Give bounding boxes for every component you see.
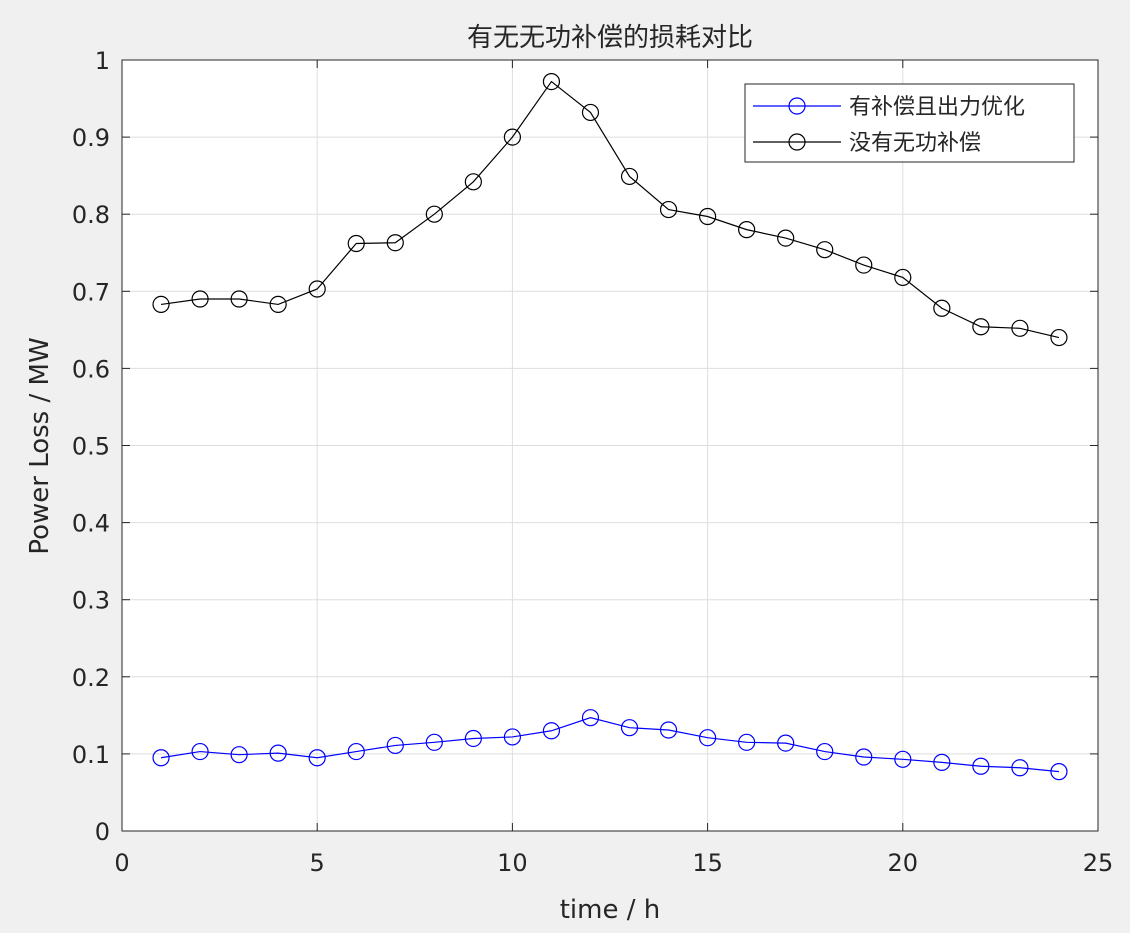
- data-point: [620, 719, 639, 737]
- data-point: [503, 728, 522, 746]
- legend-label: 没有无功补偿: [849, 131, 981, 156]
- data-point: [933, 299, 951, 317]
- y-axis-label: Power Loss / MW: [25, 337, 55, 554]
- data-point: [230, 290, 248, 308]
- x-tick-label: 25: [1083, 849, 1114, 877]
- x-tick-label: 10: [497, 849, 528, 877]
- y-tick-label: 0.8: [72, 201, 110, 229]
- y-tick-label: 0.1: [72, 741, 110, 769]
- data-point: [1050, 328, 1068, 347]
- data-point: [1011, 759, 1029, 777]
- data-point: [816, 742, 834, 761]
- data-point: [308, 749, 326, 767]
- data-point: [777, 734, 795, 752]
- data-point: [738, 221, 756, 239]
- series-2: [152, 72, 1068, 347]
- data-point: [581, 709, 600, 727]
- data-point: [386, 234, 404, 252]
- data-point: [738, 733, 756, 751]
- data-point: [855, 256, 873, 274]
- legend-marker: [788, 97, 806, 115]
- data-point: [659, 200, 678, 219]
- data-point: [425, 733, 443, 751]
- data-point: [542, 72, 561, 91]
- data-point: [308, 280, 326, 298]
- data-point: [620, 167, 639, 186]
- data-point: [698, 207, 717, 226]
- chart-title: 有无无功补偿的损耗对比: [467, 23, 753, 53]
- y-tick-label: 0.7: [72, 278, 110, 306]
- series-1: [152, 709, 1068, 781]
- data-point: [191, 742, 209, 761]
- y-tick-label: 0.6: [72, 355, 110, 383]
- y-tick-label: 0.2: [72, 664, 110, 692]
- data-point: [698, 729, 717, 747]
- legend-label: 有补偿且出力优化: [849, 95, 1025, 120]
- y-tick-label: 0.5: [72, 433, 110, 461]
- data-point: [894, 750, 912, 768]
- x-tick-label: 15: [692, 849, 723, 877]
- series-line: [160, 717, 1060, 773]
- x-axis-label: time / h: [560, 895, 661, 925]
- data-point: [347, 234, 365, 253]
- y-tick-label: 0.3: [72, 587, 110, 615]
- legend-item: 有补偿且出力优化: [753, 95, 1025, 120]
- y-axis-ticks: 0 0.1 0.2 0.3 0.4 0.5 0.6 0.7 0.8 0.9 1: [72, 47, 1098, 846]
- data-point: [542, 722, 561, 740]
- data-point: [972, 318, 990, 336]
- data-point: [933, 753, 951, 771]
- data-point: [425, 205, 443, 223]
- x-tick-label: 0: [114, 849, 129, 877]
- series-layer: [152, 72, 1068, 781]
- y-tick-label: 0: [95, 818, 110, 846]
- data-point: [659, 721, 678, 739]
- data-point: [855, 748, 873, 766]
- x-tick-label: 20: [888, 849, 919, 877]
- x-tick-label: 5: [310, 849, 325, 877]
- x-axis-ticks: 0 5 10 15 20 25: [114, 60, 1113, 877]
- data-point: [581, 103, 600, 122]
- data-point: [386, 736, 404, 755]
- data-point: [972, 757, 990, 775]
- data-point: [152, 749, 170, 767]
- data-point: [894, 268, 912, 287]
- y-tick-label: 0.9: [72, 124, 110, 152]
- data-point: [191, 290, 209, 308]
- y-tick-label: 0.4: [72, 510, 110, 538]
- data-point: [269, 744, 287, 762]
- legend-marker: [788, 133, 806, 151]
- data-point: [152, 295, 170, 314]
- data-point: [269, 295, 287, 314]
- data-point: [503, 128, 522, 146]
- data-point: [347, 742, 365, 761]
- data-point: [464, 173, 482, 191]
- data-point: [1050, 763, 1068, 781]
- data-point: [1011, 319, 1029, 337]
- legend-item: 没有无功补偿: [753, 131, 981, 156]
- data-point: [464, 729, 482, 748]
- data-point: [777, 229, 795, 247]
- y-tick-label: 1: [95, 47, 110, 75]
- data-point: [816, 241, 834, 259]
- data-point: [230, 746, 248, 764]
